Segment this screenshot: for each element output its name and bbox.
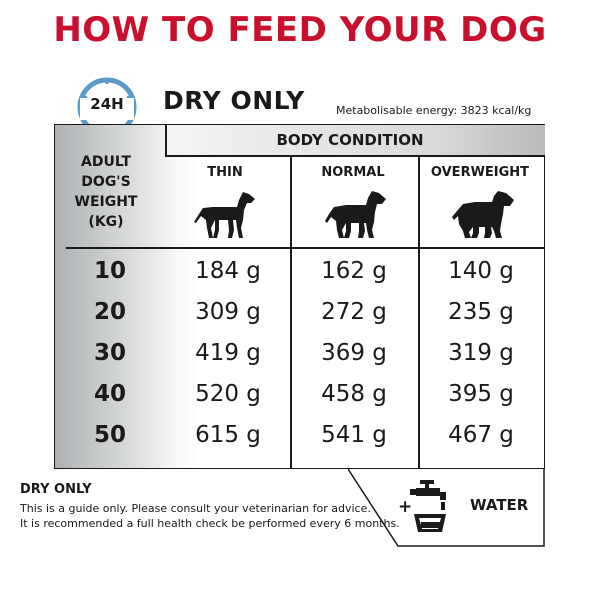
overweight-value-cell: 235 g xyxy=(448,299,514,325)
normal-value-cell: 162 g xyxy=(321,258,387,284)
water-label: WATER xyxy=(470,496,529,514)
thin-value-cell: 184 g xyxy=(195,258,261,284)
footer-disclaimer: This is a guide only. Please consult you… xyxy=(20,502,371,515)
clock-badge-label: 24H xyxy=(90,95,124,113)
column-divider xyxy=(290,156,292,469)
body-condition-header-band xyxy=(165,125,545,156)
body-condition-header: BODY CONDITION xyxy=(276,131,424,149)
overweight-value-cell: 140 g xyxy=(448,258,514,284)
normal-value-cell: 369 g xyxy=(321,340,387,366)
header-row-divider xyxy=(66,247,545,249)
overweight-dog-icon xyxy=(452,191,514,238)
water-panel xyxy=(348,468,545,547)
column-header-thin: THIN xyxy=(207,165,243,180)
plus-icon: + xyxy=(398,497,413,517)
weight-cell: 10 xyxy=(93,258,126,284)
weight-cell: 20 xyxy=(93,299,126,325)
footer-recommendation: It is recommended a full health check be… xyxy=(20,517,400,530)
energy-value: Metabolisable energy: 3823 kcal/kg xyxy=(336,104,532,117)
header-divider xyxy=(165,155,545,157)
column-header-normal: NORMAL xyxy=(321,165,385,180)
column-header-overweight: OVERWEIGHT xyxy=(430,165,530,180)
feeding-table xyxy=(54,124,545,469)
thin-value-cell: 309 g xyxy=(195,299,261,325)
thin-value-cell: 615 g xyxy=(195,422,261,448)
weight-cell: 40 xyxy=(93,381,126,407)
tap-and-bowl-icon xyxy=(410,480,446,532)
feeding-mode-heading: DRY ONLY xyxy=(163,86,305,115)
thin-dog-icon xyxy=(194,192,255,238)
normal-dog-icon xyxy=(325,191,386,238)
weight-cell: 50 xyxy=(93,422,126,448)
thin-value-cell: 520 g xyxy=(195,381,261,407)
footer-title: DRY ONLY xyxy=(20,482,92,497)
weight-cell: 30 xyxy=(93,340,126,366)
normal-value-cell: 458 g xyxy=(321,381,387,407)
overweight-value-cell: 467 g xyxy=(448,422,514,448)
weight-column-header: ADULT DOG'S WEIGHT (KG) xyxy=(74,154,138,230)
column-divider xyxy=(418,156,420,469)
page-title: HOW TO FEED YOUR DOG xyxy=(53,10,547,50)
normal-value-cell: 541 g xyxy=(321,422,387,448)
overweight-value-cell: 395 g xyxy=(448,381,514,407)
overweight-value-cell: 319 g xyxy=(448,340,514,366)
thin-value-cell: 419 g xyxy=(195,340,261,366)
normal-value-cell: 272 g xyxy=(321,299,387,325)
column-divider xyxy=(165,125,167,155)
